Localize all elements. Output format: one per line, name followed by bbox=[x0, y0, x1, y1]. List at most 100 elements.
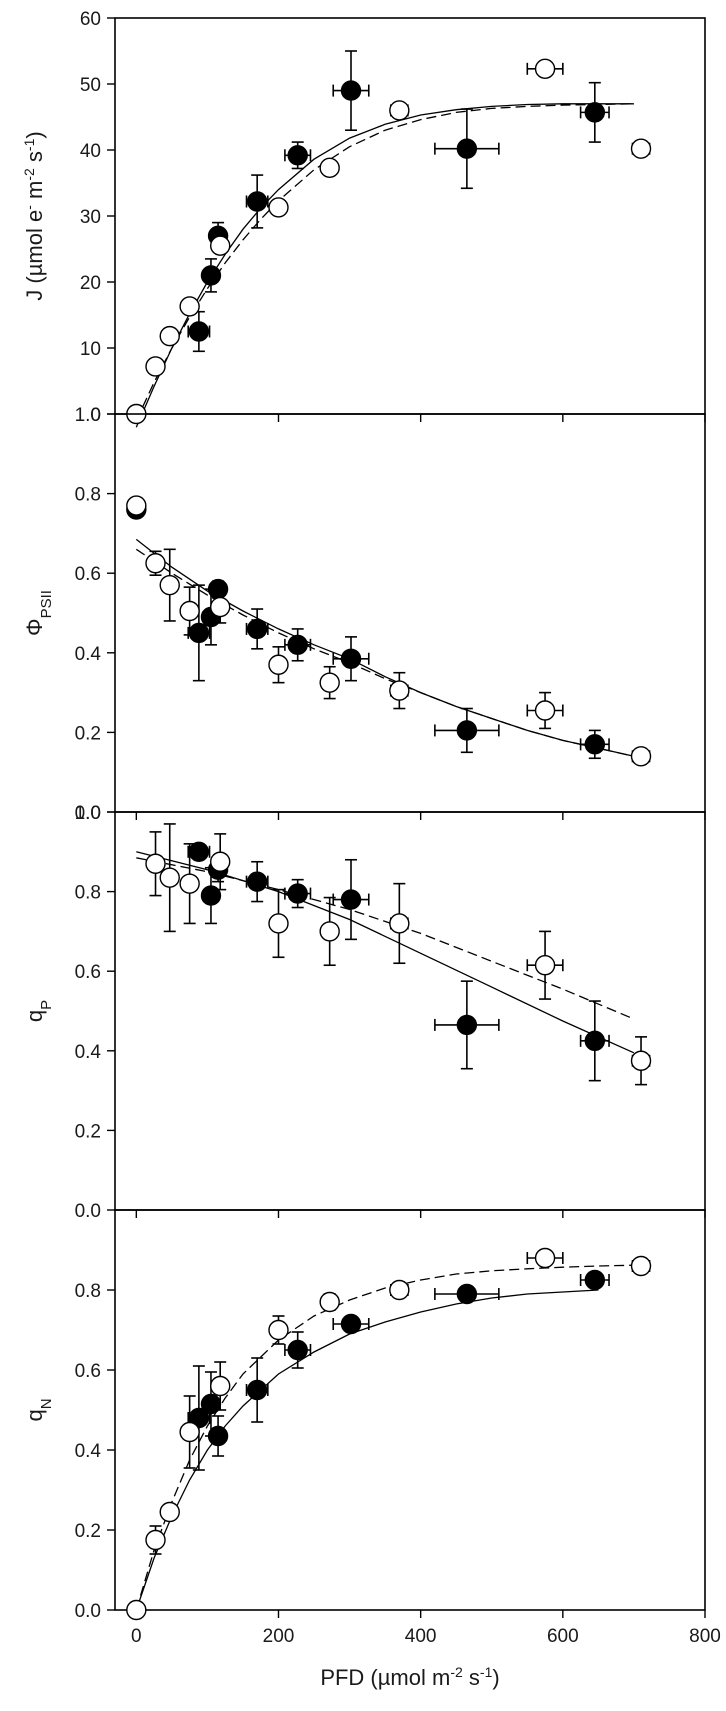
data-point-filled bbox=[340, 1313, 362, 1335]
y-tick-label: 0.6 bbox=[75, 564, 101, 585]
data-point-open bbox=[179, 600, 200, 622]
data-point-filled bbox=[246, 1379, 268, 1401]
data-point-filled bbox=[456, 1283, 478, 1305]
data-point-open bbox=[534, 1247, 556, 1269]
y-tick-label: 60 bbox=[80, 9, 101, 30]
y-tick-label: 0.8 bbox=[75, 883, 101, 904]
data-point-filled bbox=[200, 265, 222, 286]
x-tick-label: 400 bbox=[405, 1626, 437, 1647]
y-tick-label: 0.4 bbox=[75, 1441, 102, 1462]
y-tick-label: 0.2 bbox=[75, 1121, 101, 1142]
data-point-open bbox=[268, 197, 289, 218]
data-point-filled bbox=[584, 1030, 606, 1052]
data-point-open bbox=[389, 100, 410, 121]
data-point-open bbox=[268, 1319, 289, 1341]
data-point-filled bbox=[287, 634, 308, 656]
y-tick-label: 40 bbox=[80, 141, 101, 162]
y-tick-label: 0.8 bbox=[75, 1281, 101, 1302]
y-tick-label: 1.0 bbox=[75, 803, 101, 824]
y-tick-label: 50 bbox=[80, 75, 101, 96]
data-point-open bbox=[210, 235, 231, 256]
data-point-filled bbox=[207, 578, 229, 600]
data-point-open bbox=[210, 851, 231, 872]
y-tick-label: 0.2 bbox=[75, 1521, 101, 1542]
data-point-filled bbox=[207, 1425, 229, 1447]
data-point-open bbox=[319, 672, 340, 693]
x-tick-label: 600 bbox=[547, 1626, 579, 1647]
y-tick-label: 20 bbox=[80, 273, 101, 294]
data-point-filled bbox=[340, 648, 362, 669]
data-point-filled bbox=[200, 885, 222, 906]
x-axis-title: PFD (µmol m-2 s-1) bbox=[320, 1664, 499, 1690]
y-axis-title: qN bbox=[22, 1398, 55, 1421]
y-tick-label: 0 bbox=[90, 405, 101, 426]
data-point-open bbox=[210, 1375, 231, 1397]
y-tick-label: 30 bbox=[80, 207, 101, 228]
data-point-open bbox=[145, 356, 166, 377]
data-point-open bbox=[179, 873, 200, 894]
panel-PhiPSII: 0.0 0.2 0.4 0.6 0.8 1.0 ΦPSII bbox=[22, 405, 706, 824]
y-tick-label: 0.0 bbox=[75, 803, 101, 824]
panel-J: 0 10 20 30 40 50 60 J (µmol e- m-2 s-1) bbox=[21, 9, 706, 428]
data-point-filled bbox=[340, 80, 362, 101]
data-point-filled bbox=[584, 1269, 606, 1291]
data-point-open bbox=[126, 495, 147, 516]
data-point-open bbox=[179, 1421, 200, 1443]
data-point-filled bbox=[246, 191, 268, 212]
fit-curve-solid bbox=[135, 538, 635, 757]
y-tick-label: 0.0 bbox=[75, 1201, 101, 1222]
y-tick-label: 0.4 bbox=[75, 644, 102, 665]
y-tick-label: 0.8 bbox=[75, 485, 101, 506]
panel-qP: 0.0 0.2 0.4 0.6 0.8 1.0 qP bbox=[22, 803, 706, 1222]
y-axis-title: J (µmol e- m-2 s-1) bbox=[21, 131, 47, 300]
y-tick-label: 0.4 bbox=[75, 1042, 102, 1063]
x-tick-label: 800 bbox=[689, 1626, 721, 1647]
data-point-open bbox=[159, 325, 180, 347]
data-point-open bbox=[145, 1529, 166, 1551]
x-tick-label: 200 bbox=[263, 1626, 295, 1647]
data-point-open bbox=[389, 913, 410, 934]
data-point-filled bbox=[287, 145, 308, 166]
data-point-open bbox=[145, 853, 166, 874]
x-tick-label: 0 bbox=[131, 1626, 142, 1647]
fit-curve-solid bbox=[135, 1289, 599, 1611]
y-tick-label: 0.2 bbox=[75, 723, 101, 744]
panel-qN: 0.0 0.2 0.4 0.6 0.8 qN bbox=[22, 1209, 706, 1622]
data-point-open bbox=[159, 574, 180, 596]
data-point-filled bbox=[456, 720, 478, 741]
y-tick-label: 0.6 bbox=[75, 962, 101, 983]
data-point-filled bbox=[584, 734, 606, 755]
data-point-open bbox=[268, 654, 289, 675]
data-point-filled bbox=[584, 102, 606, 123]
data-point-filled bbox=[188, 841, 210, 862]
data-point-filled bbox=[188, 321, 210, 342]
data-point-open bbox=[630, 1255, 652, 1277]
data-point-open bbox=[630, 138, 652, 159]
data-point-filled bbox=[246, 871, 268, 892]
data-point-filled bbox=[287, 883, 308, 904]
data-point-open bbox=[268, 913, 289, 934]
y-axis-title: qP bbox=[22, 1000, 55, 1022]
data-point-open bbox=[389, 680, 410, 701]
fit-curve-dashed bbox=[135, 1264, 634, 1611]
plot-frame bbox=[114, 811, 706, 1211]
data-point-filled bbox=[456, 1014, 478, 1036]
data-point-open bbox=[179, 296, 200, 317]
y-tick-label: 1.0 bbox=[75, 405, 101, 426]
data-point-open bbox=[534, 700, 556, 721]
data-point-open bbox=[319, 921, 340, 942]
data-point-open bbox=[159, 867, 180, 888]
y-tick-label: 0.6 bbox=[75, 1361, 101, 1382]
data-point-open bbox=[159, 1501, 180, 1523]
data-point-open bbox=[630, 1050, 652, 1071]
plot-frame bbox=[114, 17, 706, 415]
data-point-open bbox=[319, 1291, 340, 1313]
data-point-open bbox=[389, 1279, 410, 1301]
data-point-filled bbox=[287, 1339, 308, 1361]
data-point-open bbox=[534, 955, 556, 976]
data-point-filled bbox=[188, 622, 210, 644]
y-tick-label: 10 bbox=[80, 339, 101, 360]
y-axis-title: ΦPSII bbox=[22, 590, 55, 636]
